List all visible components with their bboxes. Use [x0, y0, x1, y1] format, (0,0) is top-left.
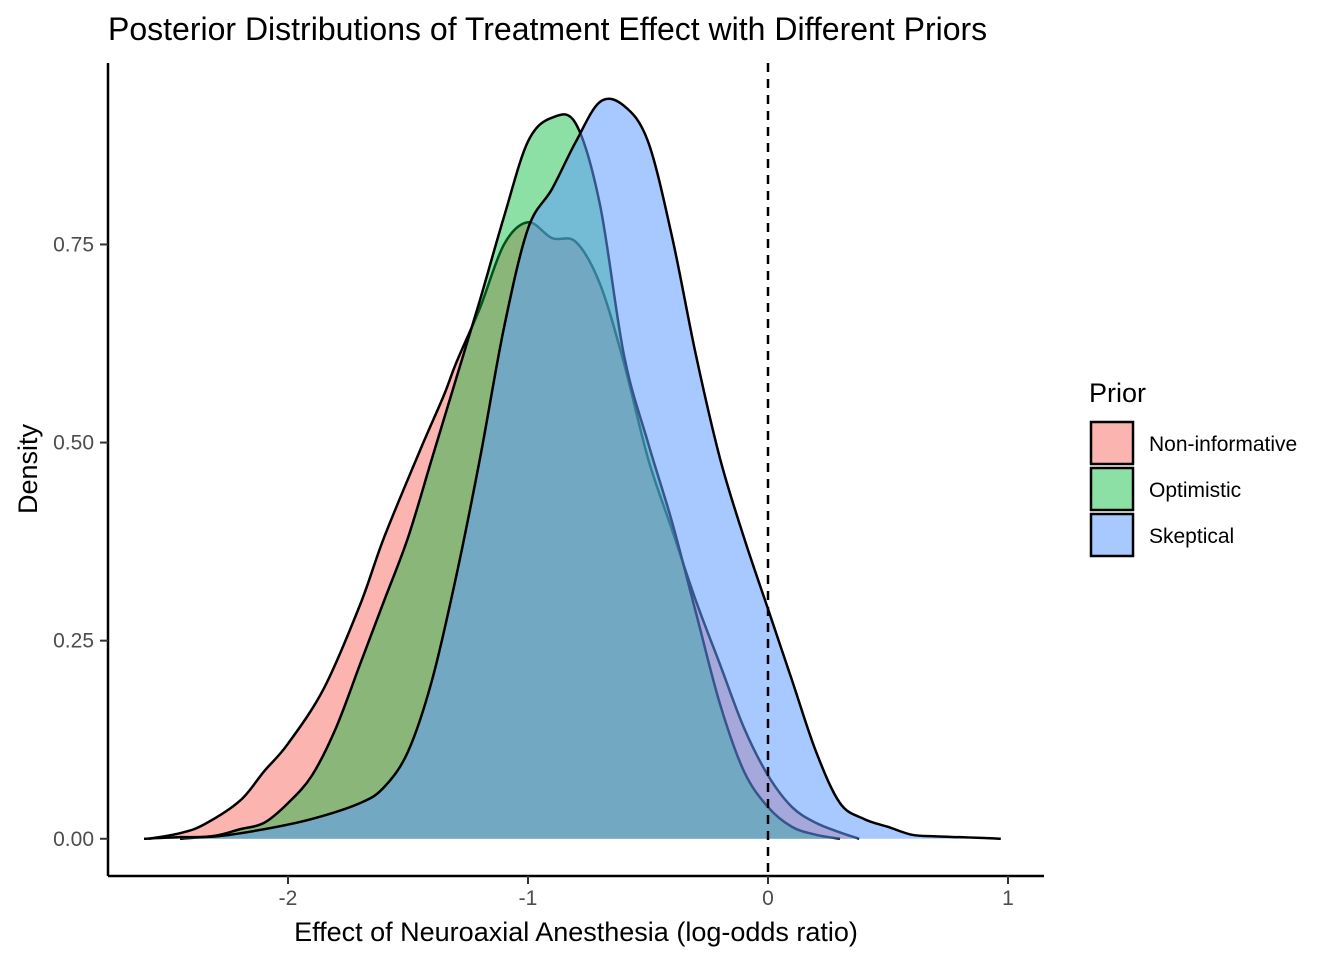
legend-label: Skeptical: [1149, 525, 1234, 548]
y-tick-label: 0.25: [53, 630, 94, 653]
x-tick-label: -1: [519, 887, 538, 910]
legend-swatch: [1089, 466, 1135, 512]
density-curve-skeptical: [143, 97, 1001, 841]
legend-item-optimistic: Optimistic: [1089, 466, 1241, 512]
legend-swatch: [1089, 512, 1135, 558]
axes: -2 -1 0 1 0.00 0.25 0.50 0.75: [53, 63, 1044, 910]
x-tick-label: 0: [762, 887, 774, 910]
legend-item-non-informative: Non-informative: [1089, 420, 1297, 466]
legend-item-skeptical: Skeptical: [1089, 512, 1234, 558]
legend-items: Non-informative Optimistic Skeptical: [1089, 420, 1297, 558]
density-areas: [143, 97, 1001, 841]
density-area-skeptical: [144, 98, 1001, 839]
legend-key-background: [1091, 468, 1133, 510]
y-tick-label: 0.75: [53, 233, 94, 256]
x-ticks: -2 -1 0 1: [279, 876, 1014, 910]
x-axis-label: Effect of Neuroaxial Anesthesia (log-odd…: [294, 917, 858, 947]
x-tick-label: 1: [1002, 887, 1014, 910]
y-axis-label: Density: [13, 423, 43, 514]
legend-label: Optimistic: [1149, 479, 1241, 502]
legend-label: Non-informative: [1149, 433, 1297, 456]
plot-area: [143, 63, 1001, 876]
y-ticks: 0.00 0.25 0.50 0.75: [53, 233, 108, 851]
chart-title: Posterior Distributions of Treatment Eff…: [108, 11, 987, 47]
y-tick-label: 0.00: [53, 828, 94, 851]
x-tick-label: -2: [279, 887, 298, 910]
y-tick-label: 0.50: [53, 432, 94, 455]
legend-swatch: [1089, 420, 1135, 466]
legend: Prior Non-informative Optimistic Skeptical: [1089, 378, 1297, 558]
legend-title: Prior: [1089, 378, 1146, 408]
